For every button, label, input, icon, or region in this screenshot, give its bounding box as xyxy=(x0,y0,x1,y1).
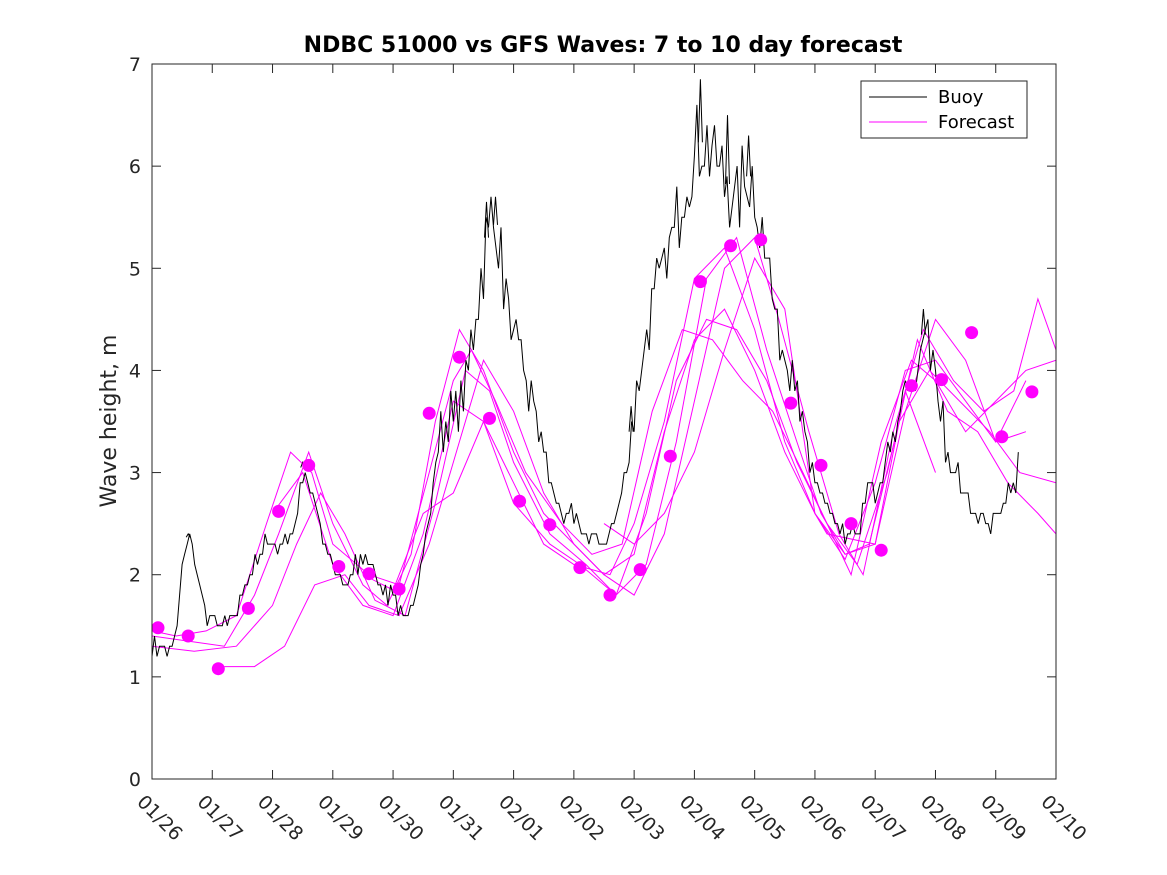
buoy-spike-0 xyxy=(484,201,489,238)
y-tick-label: 7 xyxy=(129,54,141,76)
forecast-marker-26 xyxy=(935,373,948,387)
x-tick-label: 01/30 xyxy=(374,791,428,845)
buoy-series xyxy=(152,79,1019,657)
forecast-marker-1 xyxy=(181,629,195,643)
x-tick-label: 01/28 xyxy=(253,791,307,845)
buoy-line xyxy=(152,104,1019,657)
x-tick-label: 01/26 xyxy=(132,791,186,845)
x-tick-label: 01/27 xyxy=(193,791,247,845)
buoy-spike-3 xyxy=(725,115,730,185)
x-tick-label: 02/04 xyxy=(675,791,729,845)
forecast-marker-14 xyxy=(573,561,587,575)
forecast-marker-27 xyxy=(965,326,979,340)
forecast-markers xyxy=(152,233,1039,676)
legend-forecast-label: Forecast xyxy=(938,112,1014,133)
chart-title: NDBC 51000 vs GFS Waves: 7 to 10 day for… xyxy=(304,33,903,58)
forecast-marker-22 xyxy=(814,458,828,472)
forecast-marker-12 xyxy=(513,494,527,508)
x-tick-label: 02/07 xyxy=(856,791,910,845)
y-tick-label: 1 xyxy=(129,667,141,689)
x-tick-label: 02/08 xyxy=(916,791,970,845)
buoy-spike-7 xyxy=(185,532,191,538)
buoy-spike-6 xyxy=(628,406,634,432)
x-tick-label: 01/29 xyxy=(313,791,367,845)
forecast-marker-25 xyxy=(904,379,918,393)
y-tick-label: 0 xyxy=(129,769,141,791)
forecast-marker-18 xyxy=(693,275,707,289)
forecast-marker-10 xyxy=(452,350,466,364)
forecast-marker-20 xyxy=(754,233,768,247)
buoy-spike-2 xyxy=(697,79,703,143)
forecast-line-0 xyxy=(152,328,1056,637)
buoy-spike-1 xyxy=(493,196,498,225)
plot-frame xyxy=(151,63,1057,780)
forecast-marker-4 xyxy=(272,504,286,518)
y-tick-label: 4 xyxy=(129,360,141,382)
legend: Buoy Forecast xyxy=(860,80,1028,139)
y-axis-tick-labels: 0 1 2 3 4 5 6 7 xyxy=(129,54,141,791)
legend-box xyxy=(860,80,1028,139)
forecast-marker-17 xyxy=(663,449,677,463)
forecast-marker-13 xyxy=(543,518,557,532)
forecast-marker-24 xyxy=(874,543,888,557)
buoy-spike-5 xyxy=(920,309,926,335)
x-tick-label: 02/09 xyxy=(976,791,1030,845)
forecast-marker-6 xyxy=(332,560,346,573)
x-tick-label: 02/05 xyxy=(735,791,789,845)
forecast-marker-16 xyxy=(633,563,647,577)
forecast-marker-28 xyxy=(995,430,1009,444)
forecast-marker-21 xyxy=(784,396,798,410)
forecast-marker-19 xyxy=(724,239,738,253)
x-axis-tick-labels: 01/26 01/27 01/28 01/29 01/30 01/31 02/01 02/02… xyxy=(132,791,1090,845)
y-tick-label: 5 xyxy=(129,258,141,280)
forecast-marker-0 xyxy=(152,621,165,635)
x-tick-label: 01/31 xyxy=(434,791,488,845)
x-tick-label: 02/10 xyxy=(1036,791,1090,845)
plot-area xyxy=(152,64,1056,779)
forecast-line-5 xyxy=(362,236,936,596)
legend-buoy-label: Buoy xyxy=(938,87,984,108)
y-axis-label: Wave height, m xyxy=(97,335,122,508)
buoy-spike-4 xyxy=(746,135,752,177)
forecast-marker-2 xyxy=(211,662,225,676)
x-tick-label: 02/02 xyxy=(554,791,608,845)
y-tick-label: 6 xyxy=(129,156,141,178)
x-tick-label: 02/03 xyxy=(615,791,669,845)
forecast-marker-11 xyxy=(483,411,496,425)
y-tick-label: 3 xyxy=(129,463,141,485)
forecast-marker-3 xyxy=(241,601,255,615)
y-tick-label: 2 xyxy=(129,565,141,587)
forecast-marker-5 xyxy=(302,458,316,472)
x-tick-label: 02/06 xyxy=(795,791,849,845)
x-tick-label: 02/01 xyxy=(494,791,548,845)
forecast-marker-9 xyxy=(422,406,436,420)
forecast-marker-15 xyxy=(603,588,617,602)
forecast-marker-8 xyxy=(392,582,406,596)
forecast-line-6 xyxy=(603,256,1027,545)
forecast-marker-23 xyxy=(844,517,858,531)
forecast-marker-29 xyxy=(1025,385,1039,399)
forecast-marker-7 xyxy=(362,567,376,581)
